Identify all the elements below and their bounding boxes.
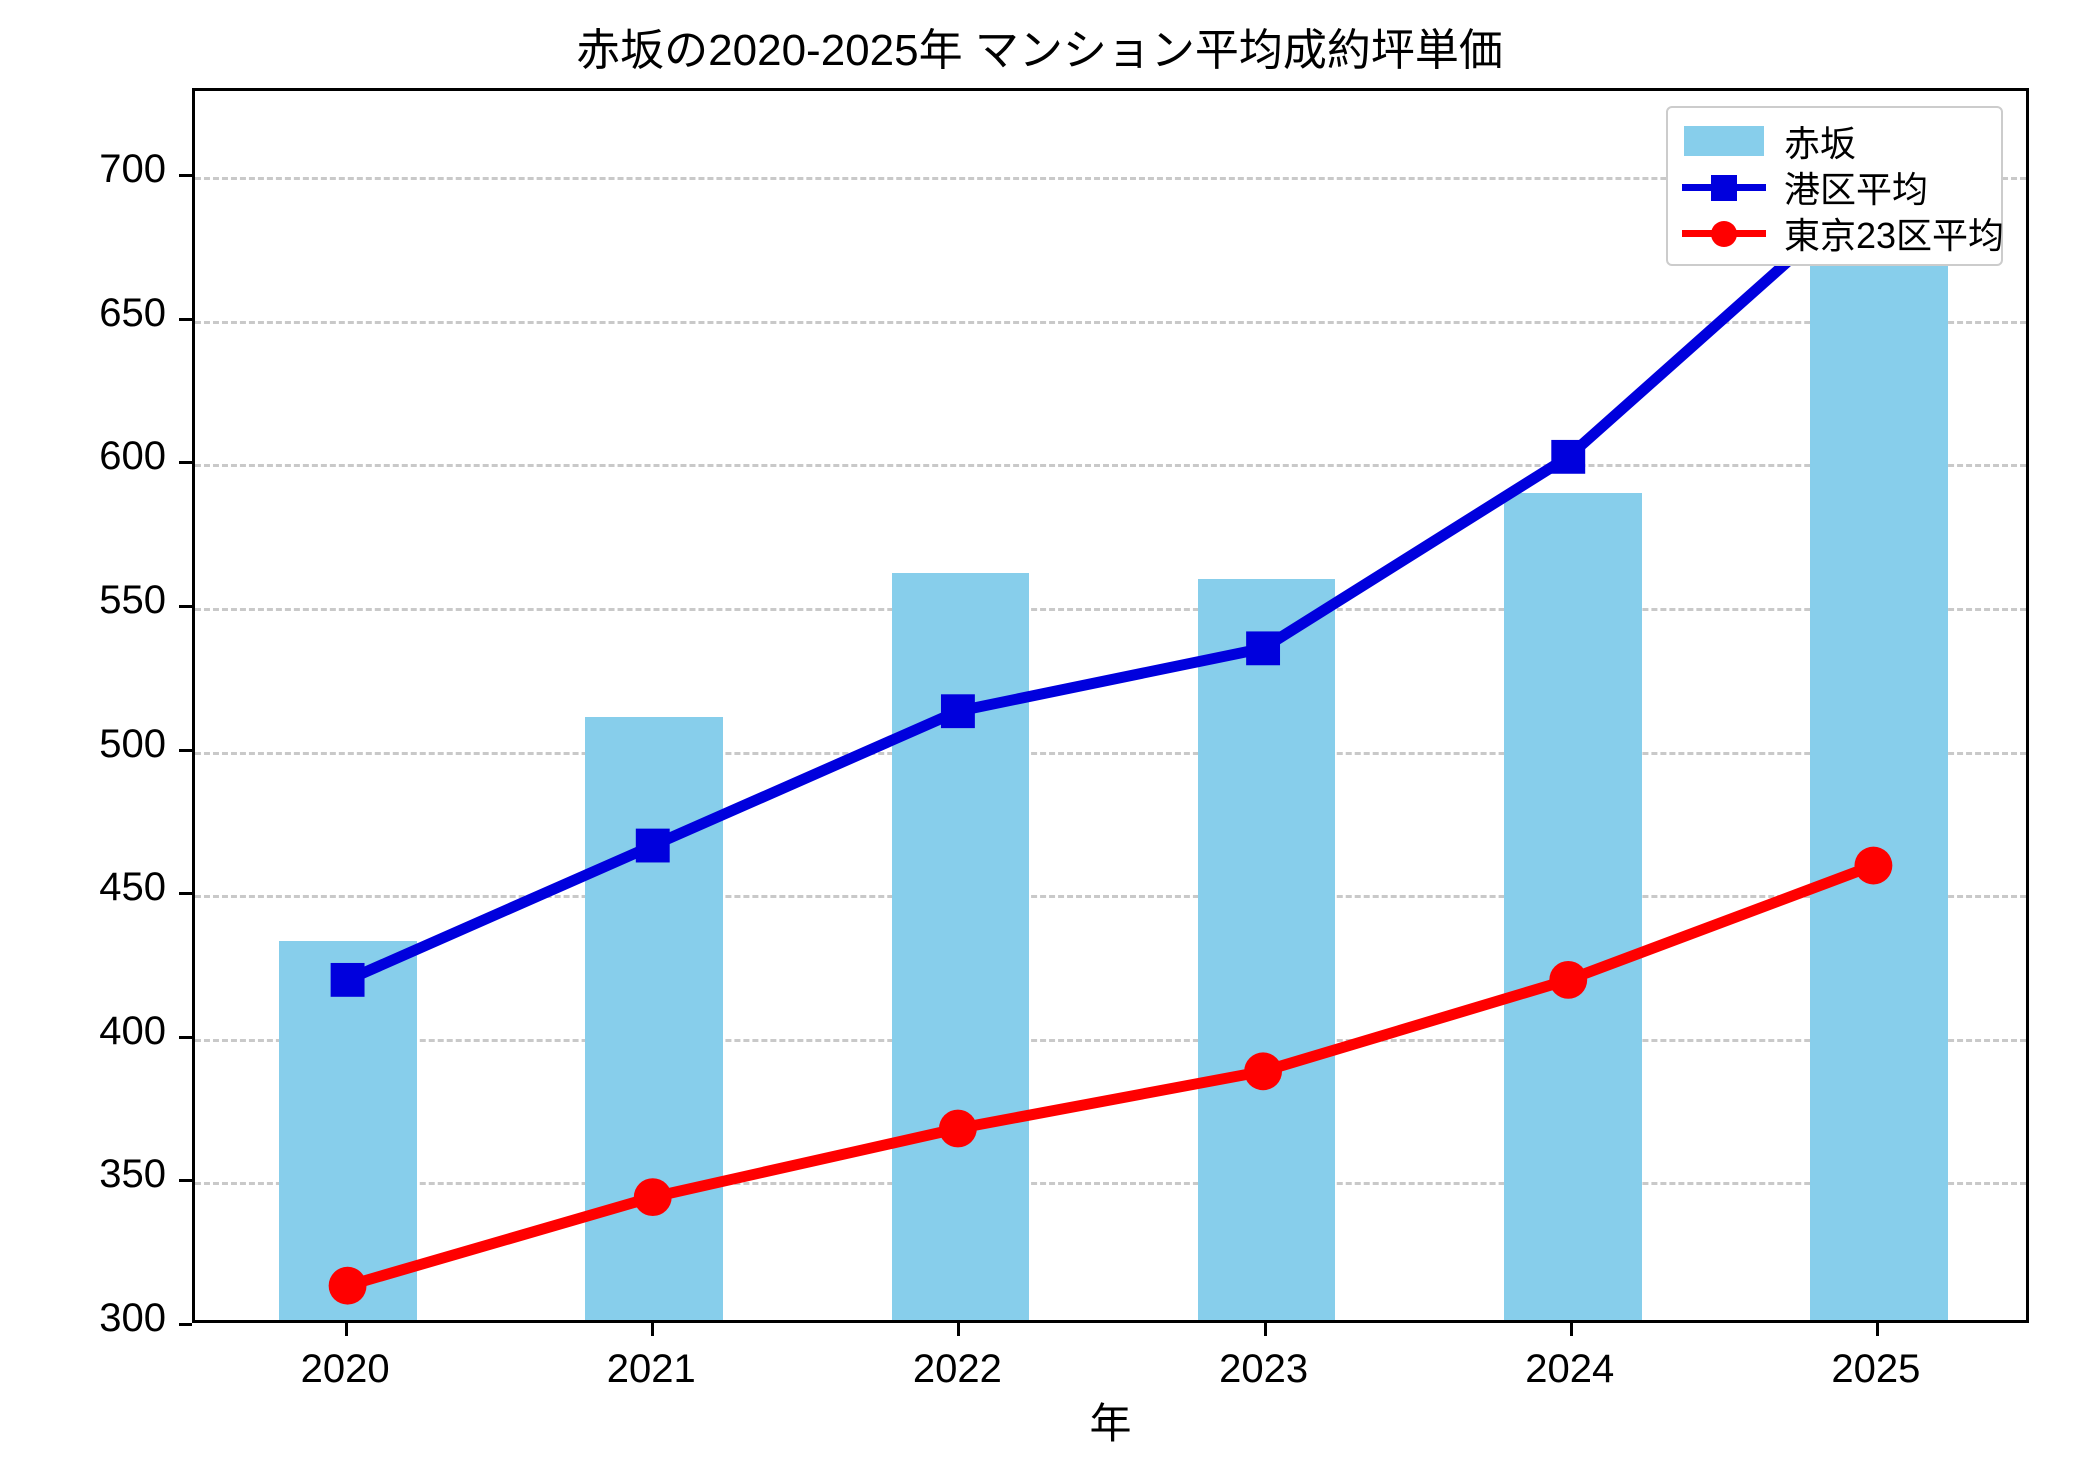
- data-point-circle: [1244, 1052, 1283, 1091]
- legend-square-marker: [1711, 175, 1737, 201]
- legend-item-label: 赤坂: [1784, 123, 1857, 164]
- y-tick-mark: [179, 174, 192, 178]
- y-tick-label: 550: [99, 577, 166, 622]
- legend-item[interactable]: 港区平均: [1682, 164, 1987, 210]
- bar: [585, 716, 724, 1320]
- y-tick-mark: [179, 892, 192, 896]
- x-tick-label: 2025: [1831, 1347, 1921, 1391]
- x-tick-label: 2020: [300, 1347, 390, 1391]
- legend-item[interactable]: 東京23区平均: [1682, 210, 2004, 256]
- data-point-square: [330, 962, 365, 997]
- legend-line-swatch: [1682, 172, 1766, 202]
- data-point-square: [635, 828, 670, 863]
- data-point-circle: [938, 1109, 977, 1148]
- x-tick-mark: [1569, 1323, 1573, 1336]
- y-tick-mark: [179, 461, 192, 465]
- x-tick-mark: [651, 1323, 655, 1336]
- gridline: [195, 607, 2026, 611]
- y-tick-label: 400: [99, 1008, 166, 1053]
- y-tick-mark: [179, 1323, 192, 1326]
- data-point-circle: [633, 1178, 672, 1217]
- y-tick-mark: [179, 748, 192, 752]
- line-series-layer: [328, 168, 1893, 1305]
- x-tick-mark: [345, 1323, 349, 1336]
- legend-line-circle-icon: [1682, 210, 1766, 256]
- legend-bar-swatch: [1684, 126, 1764, 156]
- bar: [279, 940, 417, 1320]
- y-tick-label: 300: [99, 1296, 166, 1340]
- y-tick-label: 700: [99, 147, 166, 192]
- bar: [1503, 492, 1642, 1320]
- bar: [1197, 579, 1336, 1320]
- y-tick-label: 600: [99, 434, 166, 479]
- x-axis-label: 年: [1089, 1400, 1132, 1447]
- legend-item-label: 東京23区平均: [1784, 215, 2005, 256]
- legend-line-swatch: [1682, 218, 1766, 248]
- x-tick-mark: [1263, 1323, 1267, 1336]
- gridline: [195, 464, 2026, 468]
- y-tick-label: 350: [99, 1152, 166, 1197]
- gridline: [195, 177, 2026, 181]
- plot-area: [192, 88, 2029, 1323]
- x-tick-label: 2024: [1525, 1347, 1615, 1391]
- y-tick-mark: [179, 1179, 192, 1183]
- bar: [1810, 248, 1948, 1320]
- y-axis-label-container: マンション平均成約坪単価（万円）: [0, 88, 373, 1323]
- line-path: [342, 179, 1879, 986]
- x-tick-label: 2023: [1219, 1347, 1309, 1391]
- data-point-circle: [328, 1266, 367, 1305]
- legend-line-square-icon: [1682, 164, 1766, 210]
- legend-patch-icon: [1682, 118, 1766, 164]
- y-tick-label: 650: [99, 290, 166, 335]
- x-tick-mark: [1875, 1323, 1879, 1336]
- line-path: [342, 860, 1879, 1292]
- legend-item-label: 港区平均: [1784, 169, 1929, 210]
- data-point-square: [1551, 439, 1586, 474]
- gridline: [195, 1182, 2026, 1186]
- x-tick-label: 2022: [912, 1347, 1002, 1391]
- y-tick-mark: [179, 317, 192, 321]
- data-point-square: [940, 694, 975, 729]
- y-tick-label: 500: [99, 721, 166, 766]
- chart-legend: 赤坂港区平均東京23区平均: [1666, 106, 2004, 266]
- plot-clip: [195, 91, 2026, 1320]
- x-tick-label: 2021: [606, 1347, 696, 1391]
- y-tick-mark: [179, 604, 192, 608]
- gridline: [195, 1038, 2026, 1042]
- data-point-circle: [1854, 846, 1893, 885]
- gridline: [195, 751, 2026, 755]
- data-point-circle: [1549, 960, 1588, 999]
- legend-item[interactable]: 赤坂: [1682, 118, 1987, 164]
- y-tick-mark: [179, 1035, 192, 1039]
- legend-circle-marker: [1711, 221, 1737, 247]
- chart-title: 赤坂の2020-2025年 マンション平均成約坪単価: [576, 26, 1503, 75]
- data-point-square: [1246, 631, 1281, 666]
- gridline: [195, 895, 2026, 899]
- gridline: [195, 320, 2026, 324]
- y-tick-label: 450: [99, 865, 166, 910]
- x-tick-mark: [957, 1323, 961, 1336]
